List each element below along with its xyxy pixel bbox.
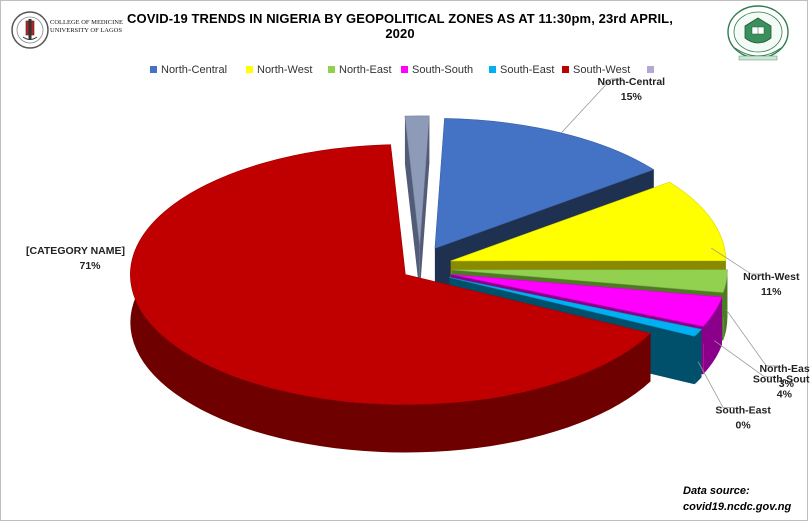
data-source-note: Data source: covid19.ncdc.gov.ng <box>683 483 791 515</box>
leader-line <box>711 247 764 275</box>
data-label-percent: 11% <box>761 286 782 298</box>
data-label-name: North-Central <box>597 76 665 88</box>
data-label-percent: 15% <box>621 91 643 103</box>
college-name-line1: COLLEGE OF MEDICINE <box>50 19 123 26</box>
data-label-name: South-South <box>753 374 810 386</box>
pie-slice-top <box>404 115 430 246</box>
legend-label: North-Central <box>161 64 228 76</box>
legend-swatch <box>150 65 157 73</box>
university-crest-icon <box>727 5 789 61</box>
leader-line <box>697 361 736 409</box>
college-name-line2: UNIVERSITY OF LAGOS <box>50 27 122 34</box>
legend-item-north-east: North-East <box>328 64 392 76</box>
legend-label: North-West <box>257 64 313 76</box>
leader-line <box>714 340 777 378</box>
pie-slice-top <box>451 274 723 327</box>
legend-label: North-East <box>339 64 392 76</box>
pie-slice-side <box>703 297 722 375</box>
pie-slice-south-west <box>130 144 652 453</box>
pie-slice-side <box>723 269 728 341</box>
data-label-name: South-East <box>715 405 771 417</box>
pie-slice-top <box>450 181 727 262</box>
data-label-percent: 0% <box>736 420 752 432</box>
legend-item-south-west: South-West <box>562 64 630 76</box>
legend-label: South-West <box>573 64 631 76</box>
data-label-north-west: North-West 11% <box>711 247 800 298</box>
data-label-name: [CATEGORY NAME] <box>26 245 125 257</box>
leader-line <box>560 78 624 134</box>
data-source-label: Data source: <box>683 485 750 497</box>
legend-swatch <box>562 65 569 73</box>
data-label-south-west: [CATEGORY NAME] 71% <box>26 245 125 272</box>
legend-item-north-west: North-West <box>246 64 312 76</box>
legend-swatch <box>401 65 408 73</box>
pie-slice-top <box>452 269 728 293</box>
data-label-north-east: North-East 3% <box>726 309 810 390</box>
data-label-percent: 3% <box>779 378 795 390</box>
legend-item-unnamed-6 <box>647 64 658 76</box>
college-seal-icon <box>11 11 49 49</box>
chart-title: COVID-19 TRENDS IN NIGERIA BY GEOPOLITIC… <box>127 11 673 41</box>
data-label-percent: 4% <box>777 389 793 401</box>
pie-slice-top <box>130 144 652 405</box>
legend-item-south-south: South-South <box>401 64 473 76</box>
pie-slice-side <box>694 329 702 385</box>
legend-item-south-east: South-East <box>489 64 554 76</box>
leader-line <box>726 309 779 367</box>
legend-swatch <box>647 65 654 73</box>
legend-swatch <box>489 65 496 73</box>
data-label-name: North-East <box>760 363 810 375</box>
data-source-url: covid19.ncdc.gov.ng <box>683 501 792 513</box>
chart-legend: North-Central North-West North-East South-S… <box>150 64 670 80</box>
data-label-percent: 71% <box>79 260 101 272</box>
legend-swatch <box>246 65 253 73</box>
pie-slice-unnamed-6 <box>404 115 430 294</box>
data-label-south-south: South-South 4% <box>714 340 810 401</box>
data-label-south-east: South-East 0% <box>697 361 771 432</box>
legend-swatch <box>328 65 335 73</box>
legend-item-north-central: North-Central <box>150 64 227 76</box>
data-label-name: North-West <box>743 271 800 283</box>
legend-label: South-South <box>412 64 474 76</box>
data-label-north-central: North-Central 15% <box>560 76 665 134</box>
college-of-medicine-logo: COLLEGE OF MEDICINE UNIVERSITY OF LAGOS <box>10 8 130 52</box>
pie-slice-top <box>449 277 703 337</box>
college-name: COLLEGE OF MEDICINE UNIVERSITY OF LAGOS <box>50 19 123 35</box>
legend-label: South-East <box>500 64 555 76</box>
